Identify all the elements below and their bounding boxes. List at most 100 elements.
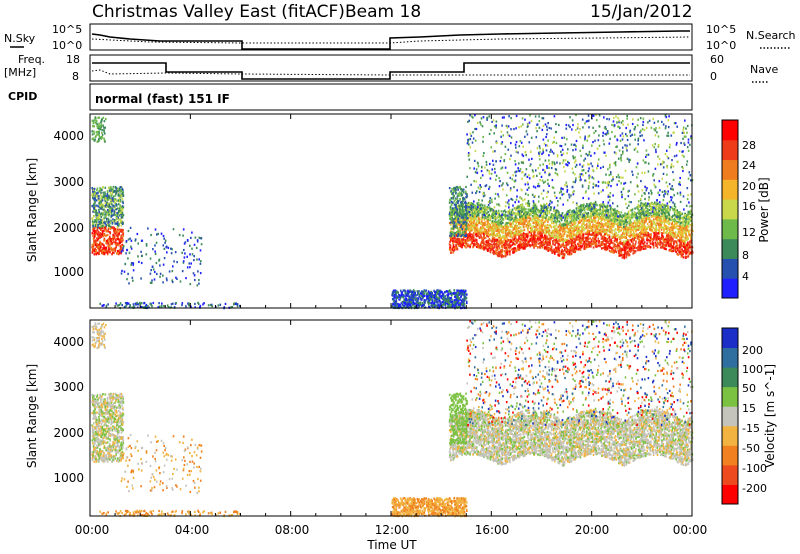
data-cell [441, 295, 443, 297]
data-cell [451, 294, 453, 296]
data-cell [409, 304, 411, 306]
data-cell [414, 306, 416, 308]
data-cell [405, 297, 407, 299]
data-cell [116, 217, 118, 219]
data-cell [105, 204, 107, 206]
data-cell [163, 235, 165, 237]
data-cell [156, 242, 158, 244]
data-cell [219, 304, 221, 306]
data-cell [104, 196, 106, 198]
data-cell [459, 290, 461, 292]
data-cell [114, 228, 116, 230]
nsearch-label: N.Search [746, 29, 796, 42]
data-cell [122, 202, 124, 204]
data-cell [106, 220, 108, 222]
data-cell [401, 292, 403, 294]
data-cell [169, 270, 171, 272]
data-cell [124, 271, 126, 273]
data-cell [628, 250, 630, 252]
data-cell [610, 217, 612, 219]
data-cell [173, 228, 175, 230]
data-cell [424, 304, 426, 306]
data-cell [118, 244, 120, 246]
data-cell [160, 273, 162, 275]
data-cell [590, 245, 592, 247]
data-cell [533, 225, 535, 227]
data-cell [100, 194, 102, 196]
data-cell [183, 249, 185, 251]
data-cell [123, 206, 125, 208]
nsky-label: N.Sky [4, 32, 36, 45]
data-cell [405, 290, 407, 292]
data-cell [109, 207, 111, 209]
data-cell [481, 221, 483, 223]
data-cell [459, 292, 461, 294]
data-cell [112, 227, 114, 229]
data-cell [99, 136, 101, 138]
data-cell [187, 266, 189, 268]
data-cell [101, 196, 103, 198]
data-cell [96, 210, 98, 212]
data-cell [414, 303, 416, 305]
data-cell [112, 250, 114, 252]
data-cell [635, 243, 637, 245]
data-cell [131, 240, 133, 242]
data-cell [405, 292, 407, 294]
data-cell [104, 227, 106, 229]
data-cell [674, 240, 676, 242]
data-cell [192, 253, 194, 255]
data-cell [102, 199, 104, 201]
data-cell [655, 239, 657, 241]
freq-tick-top: 18 [66, 53, 80, 66]
data-cell [636, 247, 638, 249]
data-cell [107, 230, 109, 232]
data-cell [106, 240, 108, 242]
data-cell [225, 303, 227, 305]
data-cell [164, 242, 166, 244]
data-cell [104, 141, 106, 143]
data-cell [114, 249, 116, 251]
data-cell [126, 278, 128, 280]
beam-label: Beam 18 [345, 2, 421, 22]
data-cell [451, 301, 453, 303]
data-cell [120, 208, 122, 210]
data-cell [613, 246, 615, 248]
data-cell [645, 247, 647, 249]
data-cell [107, 199, 109, 201]
data-cell [95, 224, 97, 226]
data-cell [105, 187, 107, 189]
data-cell [443, 297, 445, 299]
data-cell [473, 232, 475, 234]
data-cell [130, 227, 132, 229]
data-cell [147, 305, 149, 307]
data-cell [454, 296, 456, 298]
data-cell [433, 290, 435, 292]
data-cell [454, 292, 456, 294]
data-cell [591, 221, 593, 223]
data-cell [609, 223, 611, 225]
data-cell [109, 203, 111, 205]
data-cell [170, 248, 172, 250]
data-cell [392, 295, 394, 297]
data-cell [100, 219, 102, 221]
data-cell [99, 211, 101, 213]
data-cell [107, 234, 109, 236]
data-cell [609, 236, 611, 238]
data-cell [106, 218, 108, 220]
data-cell [189, 245, 191, 247]
data-cell [109, 190, 111, 192]
data-cell [399, 294, 401, 296]
data-cell [571, 253, 573, 255]
data-cell [617, 234, 619, 236]
data-cell [122, 216, 124, 218]
data-cell [504, 238, 506, 240]
data-cell [517, 213, 519, 215]
data-cell [509, 213, 511, 215]
data-cell [172, 265, 174, 267]
data-cell [677, 244, 679, 246]
data-cell [113, 241, 115, 243]
data-cell [108, 238, 110, 240]
data-cell [97, 233, 99, 235]
data-cell [687, 242, 689, 244]
data-cell [210, 304, 212, 306]
